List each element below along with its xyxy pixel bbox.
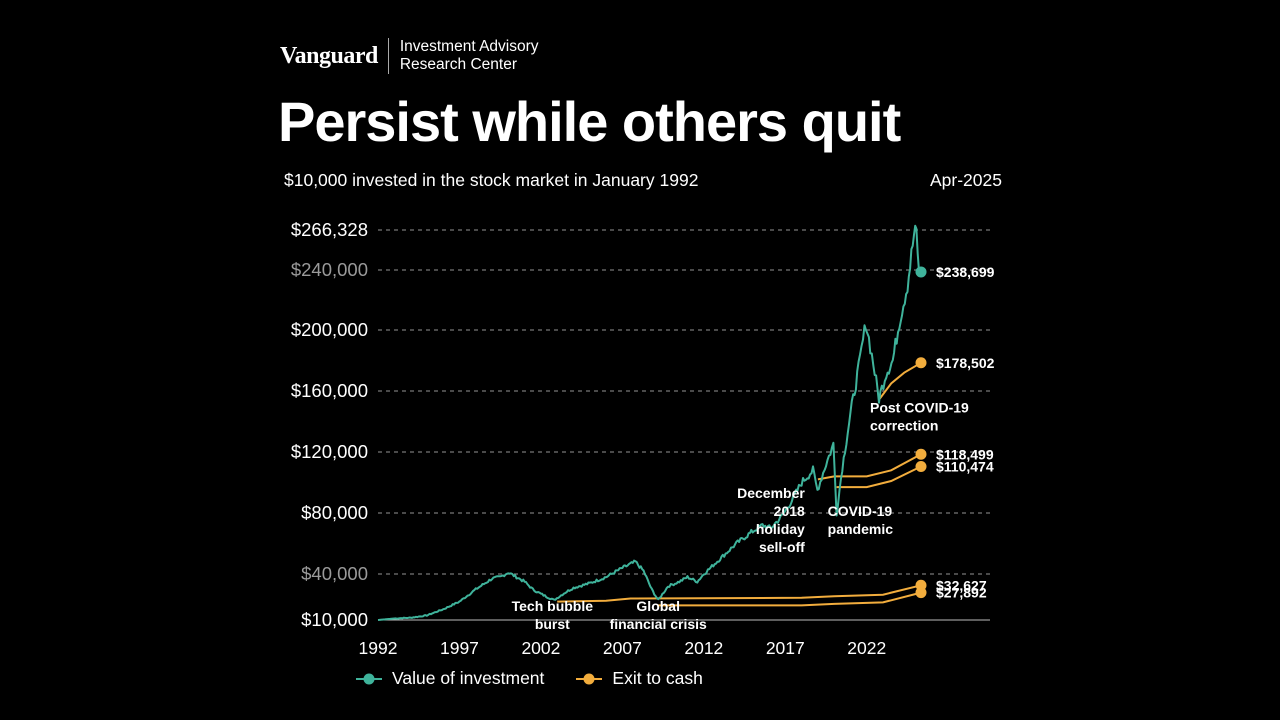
x-tick-label: 2017 [766,638,805,658]
event-annotation: COVID-19 [828,503,893,519]
x-tick-label: 2002 [521,638,560,658]
series-end-marker [915,266,927,278]
y-tick-label: $80,000 [301,502,368,523]
event-annotation: holiday [756,521,805,537]
event-annotation: burst [535,616,570,632]
date-label: Apr-2025 [930,170,1002,190]
event-annotation: sell-off [759,539,805,555]
y-tick-label: $240,000 [291,259,368,280]
legend-label-cash: Exit to cash [612,668,703,688]
end-value-label: $32,627 [936,577,987,593]
legend-swatch-investment [356,677,382,680]
legend-item-investment: Value of investment [356,668,544,689]
y-tick-label: $160,000 [291,380,368,401]
y-tick-label: $120,000 [291,441,368,462]
value-of-investment-line [377,224,922,621]
event-annotation: financial crisis [610,616,707,632]
end-value-label: $27,892 [936,585,987,601]
event-annotation: Post COVID-19 [870,399,969,415]
exit-to-cash-line [817,453,922,481]
series-end-marker [915,461,927,473]
brand-subtitle: Investment Advisory Research Center [400,38,539,74]
series-end-marker [915,357,927,369]
y-tick-label: $200,000 [291,319,368,340]
x-tick-label: 1992 [359,638,398,658]
legend-label-investment: Value of investment [392,668,545,688]
end-value-label: $178,502 [936,355,995,371]
end-value-label: $110,474 [936,459,994,475]
brand-lockup: Vanguard Investment Advisory Research Ce… [280,38,539,74]
brand-divider [387,38,389,74]
event-annotation: 2018 [774,503,805,519]
vanguard-logo: Vanguard [280,42,378,69]
x-tick-label: 1997 [440,638,479,658]
exit-to-cash-line [557,584,922,603]
exit-to-cash-line [658,591,922,607]
brand-sub-line1: Investment Advisory [399,38,539,55]
series-end-marker [915,448,927,460]
x-tick-label: 2022 [847,638,886,658]
series-end-marker [915,587,927,599]
y-tick-label: $10,000 [301,609,368,630]
legend-item-cash: Exit to cash [576,668,703,689]
x-tick-label: 2007 [603,638,642,658]
event-annotation: December [737,485,805,501]
event-annotation: pandemic [828,521,894,537]
end-value-label: $118,499 [936,446,994,462]
chart-legend: Value of investment Exit to cash [356,668,735,689]
legend-swatch-cash [576,677,603,680]
event-annotation: Tech bubble [512,598,594,614]
x-tick-label: 2012 [684,638,723,658]
event-annotation: correction [870,417,938,433]
y-tick-label: $40,000 [301,563,368,584]
event-annotation: Global [636,598,680,614]
exit-to-cash-line [836,465,922,489]
y-tick-label: $266,328 [291,219,368,240]
page-title: Persist while others quit [278,90,901,153]
brand-sub-line2: Research Center [399,56,517,73]
chart-subtitle: $10,000 invested in the stock market in … [284,170,699,190]
exit-to-cash-line [879,361,922,400]
end-value-label: $238,699 [936,264,995,280]
